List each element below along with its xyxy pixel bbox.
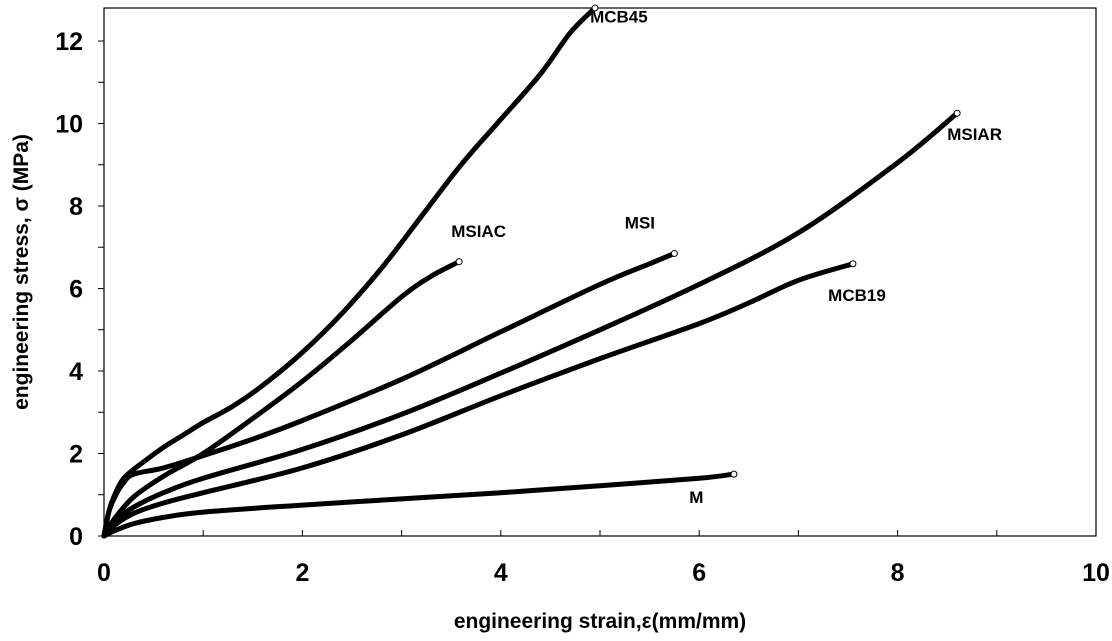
series-label-m: M xyxy=(689,488,703,507)
series-line-msiac xyxy=(101,259,462,539)
plot-area xyxy=(103,7,1097,537)
series-labels: MCB45 MSIAC MSI MSIAR MCB19 M xyxy=(451,7,1002,507)
y-tick-label: 6 xyxy=(69,276,83,304)
y-tick-label: 4 xyxy=(69,358,83,386)
series-label-msiac: MSIAC xyxy=(451,222,506,241)
series-endpoint xyxy=(455,258,463,266)
x-tick-label: 0 xyxy=(97,559,111,587)
tick-labels: 0 2 4 6 8 10 0 2 4 6 8 10 12 xyxy=(55,28,1110,587)
y-axis-title: engineering stress, σ (MPa) xyxy=(10,134,33,410)
series-endpoint xyxy=(953,109,961,117)
series-label-mcb19: MCB19 xyxy=(828,286,886,305)
y-tick-label: 12 xyxy=(55,28,83,56)
series-endpoint xyxy=(849,260,857,268)
series-line-msi xyxy=(101,250,677,539)
series-lines xyxy=(101,4,961,539)
y-tick-label: 0 xyxy=(69,523,83,551)
axis-ticks xyxy=(98,40,1097,537)
y-tick-label: 10 xyxy=(55,111,83,139)
x-axis-title: engineering strain,ε(mm/mm) xyxy=(454,610,746,633)
series-line-mcb19 xyxy=(101,261,856,539)
y-tick-label: 8 xyxy=(69,193,83,221)
x-tick-label: 2 xyxy=(295,559,309,587)
x-tick-label: 8 xyxy=(891,559,905,587)
y-tick-label: 2 xyxy=(69,441,83,469)
series-line-m xyxy=(101,471,737,539)
series-label-mcb45: MCB45 xyxy=(590,7,648,26)
series-label-msi: MSI xyxy=(625,214,655,233)
x-tick-label: 10 xyxy=(1082,559,1110,587)
x-tick-label: 4 xyxy=(494,559,508,587)
series-endpoint xyxy=(730,470,738,478)
series-label-msiar: MSIAR xyxy=(947,125,1002,144)
series-line-msiar xyxy=(101,110,960,539)
series-line-mcb45 xyxy=(101,5,598,539)
series-endpoint xyxy=(670,249,678,257)
series-endpoint xyxy=(591,4,599,12)
x-tick-label: 6 xyxy=(692,559,706,587)
